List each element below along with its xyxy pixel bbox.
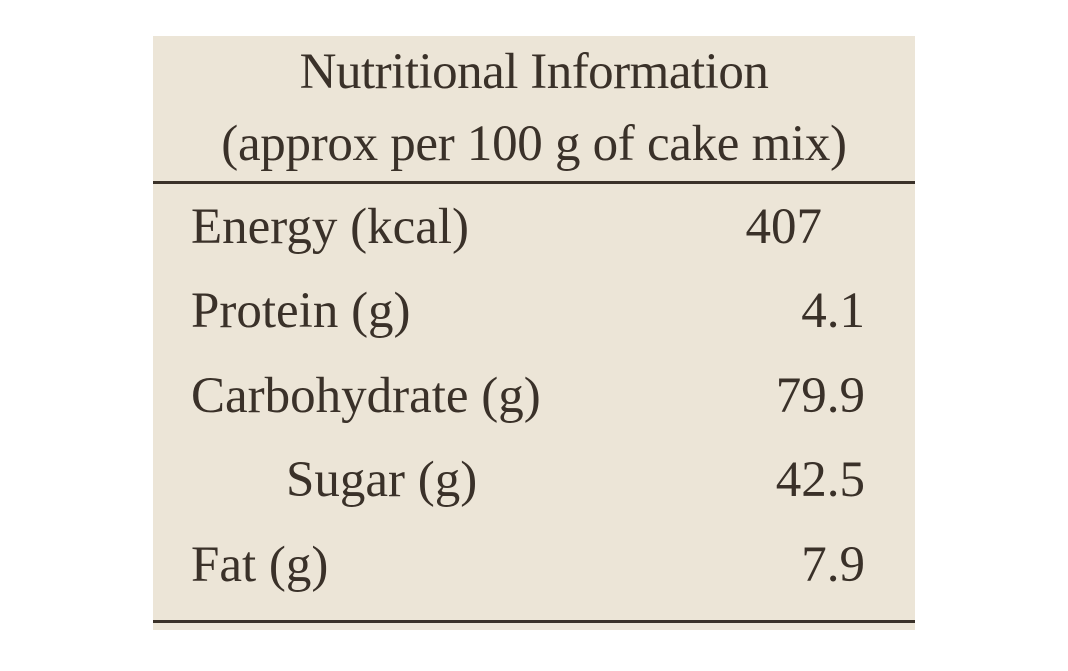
- row-value: 79.9: [775, 368, 865, 424]
- row-label: Sugar (g): [286, 452, 478, 508]
- bottom-divider: [153, 620, 915, 623]
- row-value: 42.5: [775, 452, 865, 508]
- table-row: Carbohydrate (g) 79.9: [153, 361, 915, 431]
- nutrition-title: Nutritional Information: [299, 44, 769, 100]
- row-value: 4.1: [801, 283, 865, 339]
- row-value: 7.9: [801, 537, 865, 593]
- nutrition-subtitle: (approx per 100 g of cake mix): [221, 116, 847, 172]
- row-label: Protein (g): [191, 283, 411, 339]
- table-row: Energy (kcal) 407: [153, 192, 915, 262]
- row-label: Carbohydrate (g): [191, 368, 541, 424]
- table-row: Protein (g) 4.1: [153, 276, 915, 346]
- table-row: Fat (g) 7.9: [153, 530, 915, 600]
- top-divider: [153, 181, 915, 184]
- row-value: 407: [745, 199, 823, 255]
- row-label: Fat (g): [191, 537, 329, 593]
- row-label: Energy (kcal): [191, 199, 470, 255]
- table-row: Sugar (g) 42.5: [153, 445, 915, 515]
- nutrition-panel: Nutritional Information (approx per 100 …: [153, 36, 915, 630]
